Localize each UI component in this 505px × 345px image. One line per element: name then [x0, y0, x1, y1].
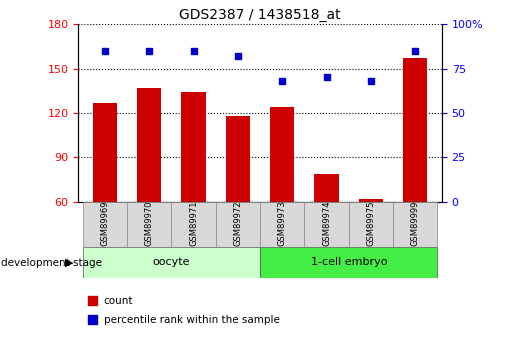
Point: [145, 48, 153, 53]
Text: oocyte: oocyte: [153, 257, 190, 267]
Bar: [270, 107, 294, 202]
Bar: [137, 88, 162, 202]
Bar: [260, 202, 305, 247]
Text: development stage: development stage: [1, 258, 102, 268]
Bar: [83, 247, 260, 278]
Text: 1-cell embryo: 1-cell embryo: [311, 257, 387, 267]
Text: GSM89970: GSM89970: [145, 200, 154, 246]
Bar: [315, 174, 339, 202]
Bar: [181, 92, 206, 202]
Text: GSM89975: GSM89975: [367, 200, 375, 246]
Bar: [226, 116, 250, 202]
Bar: [393, 202, 437, 247]
Bar: [260, 247, 437, 278]
Bar: [93, 102, 117, 202]
Text: percentile rank within the sample: percentile rank within the sample: [104, 315, 279, 325]
Point: [189, 48, 197, 53]
Bar: [127, 202, 171, 247]
Text: ▶: ▶: [66, 258, 74, 268]
Point: [323, 75, 331, 80]
Text: GSM89974: GSM89974: [322, 200, 331, 246]
Bar: [216, 202, 260, 247]
Text: count: count: [104, 296, 133, 306]
Text: GSM89999: GSM89999: [411, 201, 420, 246]
Bar: [83, 202, 127, 247]
Point: [367, 78, 375, 84]
Bar: [88, 296, 97, 305]
Bar: [171, 202, 216, 247]
Point: [234, 53, 242, 59]
Bar: [305, 202, 349, 247]
Text: GSM89969: GSM89969: [100, 200, 110, 246]
Point: [101, 48, 109, 53]
Point: [411, 48, 419, 53]
Bar: [403, 58, 427, 202]
Point: [278, 78, 286, 84]
Bar: [88, 315, 97, 324]
Text: GSM89971: GSM89971: [189, 200, 198, 246]
Bar: [359, 199, 383, 202]
Text: GSM89973: GSM89973: [278, 200, 287, 246]
Text: GSM89972: GSM89972: [233, 200, 242, 246]
Title: GDS2387 / 1438518_at: GDS2387 / 1438518_at: [179, 8, 341, 22]
Bar: [349, 202, 393, 247]
